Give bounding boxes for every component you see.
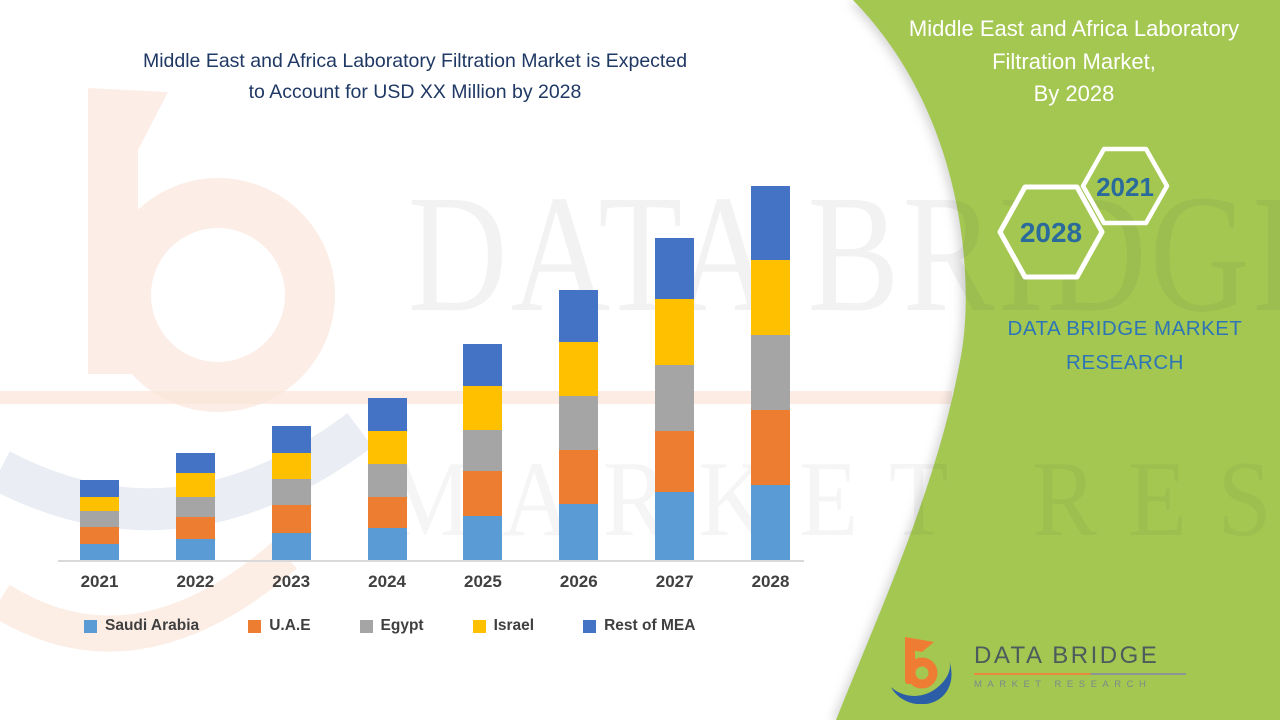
bar-segment-egypt-2026: [559, 396, 599, 450]
legend-item-u-a-e: U.A.E: [248, 617, 311, 635]
bar-segment-saudi-arabia-2026: [559, 504, 599, 560]
side-panel-shape: [836, 0, 1280, 720]
legend-item-egypt: Egypt: [359, 617, 424, 635]
x-axis-label-2022: 2022: [176, 572, 215, 591]
hexagon-2028-label: 2028: [1020, 217, 1082, 248]
bar-segment-saudi-arabia-2021: [80, 544, 119, 560]
bar-segment-egypt-2022: [175, 497, 215, 517]
brand-text-line1: DATA BRIDGE MARKET: [1007, 317, 1243, 340]
bar-segment-egypt-2025: [463, 430, 503, 471]
x-axis-label-2026: 2026: [559, 572, 598, 591]
side-panel-title: Middle East and Africa Laboratory Filtra…: [868, 13, 1280, 111]
bar-segment-saudi-arabia-2028: [751, 485, 791, 560]
legend-item-saudi-arabia: Saudi Arabia: [84, 617, 199, 635]
legend-label: U.A.E: [269, 617, 311, 634]
legend-item-israel: Israel: [472, 617, 535, 635]
bar-segment-israel-2025: [463, 386, 503, 430]
bar-segment-u-a-e-2026: [559, 450, 599, 504]
legend-label: Egypt: [380, 617, 424, 634]
bar-segment-u-a-e-2021: [80, 527, 119, 544]
footer-logo-subtitle: MARKET RESEARCH: [974, 679, 1152, 690]
bar-segment-rest-of-mea-2021: [80, 480, 119, 497]
bar-segment-rest-of-mea-2028: [751, 186, 791, 260]
footer-logo-name: DATA BRIDGE: [974, 642, 1160, 669]
bar-segment-u-a-e-2028: [751, 410, 791, 485]
x-axis-label-2023: 2023: [272, 572, 311, 591]
legend-swatch: [248, 619, 262, 633]
watermark-logo-bowl: [101, 178, 335, 412]
legend-swatch: [472, 619, 486, 633]
bar-segment-u-a-e-2023: [271, 505, 311, 533]
bar-segment-egypt-2028: [751, 335, 791, 410]
bar-segment-rest-of-mea-2024: [367, 398, 407, 431]
bar-segment-israel-2023: [271, 453, 311, 479]
bar-segment-israel-2024: [367, 431, 407, 464]
x-axis-line: [58, 560, 804, 562]
legend-swatch: [84, 619, 97, 633]
legend-label: Israel: [493, 617, 535, 634]
legend-swatch: [583, 619, 597, 633]
bar-segment-u-a-e-2027: [655, 431, 695, 492]
bar-segment-u-a-e-2022: [175, 517, 215, 539]
bar-segment-rest-of-mea-2026: [559, 290, 599, 342]
x-axis-label-2021: 2021: [80, 572, 119, 591]
bar-segment-rest-of-mea-2027: [655, 238, 695, 299]
bar-segment-rest-of-mea-2025: [463, 344, 503, 386]
x-axis-label-2025: 2025: [464, 572, 502, 591]
bar-segment-egypt-2021: [80, 511, 119, 527]
data-bridge-logo-icon: [891, 637, 952, 704]
side-panel-title-line3: By 2028: [1033, 81, 1115, 106]
bar-segment-u-a-e-2024: [367, 497, 407, 528]
legend-item-rest-of-mea: Rest of MEA: [583, 617, 695, 635]
bar-segment-israel-2027: [655, 299, 695, 365]
legend-label: Saudi Arabia: [105, 617, 200, 634]
side-panel-title-line2: Filtration Market,: [992, 48, 1156, 74]
bar-segment-egypt-2023: [271, 479, 311, 505]
bar-segment-saudi-arabia-2025: [463, 516, 503, 560]
hexagon-2021-label: 2021: [1096, 172, 1154, 202]
x-axis-label-2028: 2028: [751, 572, 790, 591]
watermark-logo-swoosh-peach: [0, 541, 297, 652]
footer-logo-text: DATA BRIDGE MARKET RESEARCH: [974, 642, 1186, 690]
legend-swatch: [359, 619, 373, 633]
hexagon-2021: [1080, 146, 1170, 226]
bar-segment-rest-of-mea-2022: [175, 453, 215, 473]
x-axis-label-2027: 2027: [655, 572, 694, 591]
bar-segment-israel-2021: [80, 497, 119, 511]
bar-segment-saudi-arabia-2023: [271, 533, 311, 560]
bar-segment-saudi-arabia-2024: [367, 528, 407, 560]
brand-text: DATA BRIDGE MARKET RESEARCH: [955, 312, 1280, 380]
logo-bowl: [906, 657, 938, 689]
footer-logo-rule: [974, 673, 1186, 675]
bar-segment-israel-2022: [175, 473, 215, 497]
brand-text-line2: RESEARCH: [1066, 351, 1184, 374]
logo-swoosh: [891, 660, 952, 704]
hexagon-badges: 2021 2028: [997, 146, 1170, 280]
legend: Saudi Arabia U.A.E Egypt Israel Rest of MEA: [84, 617, 695, 635]
bar-segment-saudi-arabia-2022: [175, 539, 215, 560]
side-panel-title-line1: Middle East and Africa Laboratory: [908, 16, 1240, 41]
bar-segment-u-a-e-2025: [463, 471, 503, 516]
bar-segment-egypt-2027: [655, 365, 695, 431]
footer-logo: DATA BRIDGE MARKET RESEARCH: [888, 632, 1186, 704]
main-title: Middle East and Africa Laboratory Filtra…: [40, 46, 790, 108]
x-axis-label-2024: 2024: [368, 572, 406, 591]
bar-segment-rest-of-mea-2023: [271, 426, 311, 453]
main-title-line2: to Account for USD XX Million by 2028: [248, 81, 582, 103]
bar-segment-egypt-2024: [367, 464, 407, 497]
main-title-line1: Middle East and Africa Laboratory Filtra…: [142, 50, 688, 72]
legend-label: Rest of MEA: [604, 617, 696, 634]
bar-segment-israel-2026: [559, 342, 599, 396]
bar-segment-israel-2028: [751, 260, 791, 335]
hexagon-2028: [997, 184, 1105, 280]
bar-segment-saudi-arabia-2027: [655, 492, 695, 560]
